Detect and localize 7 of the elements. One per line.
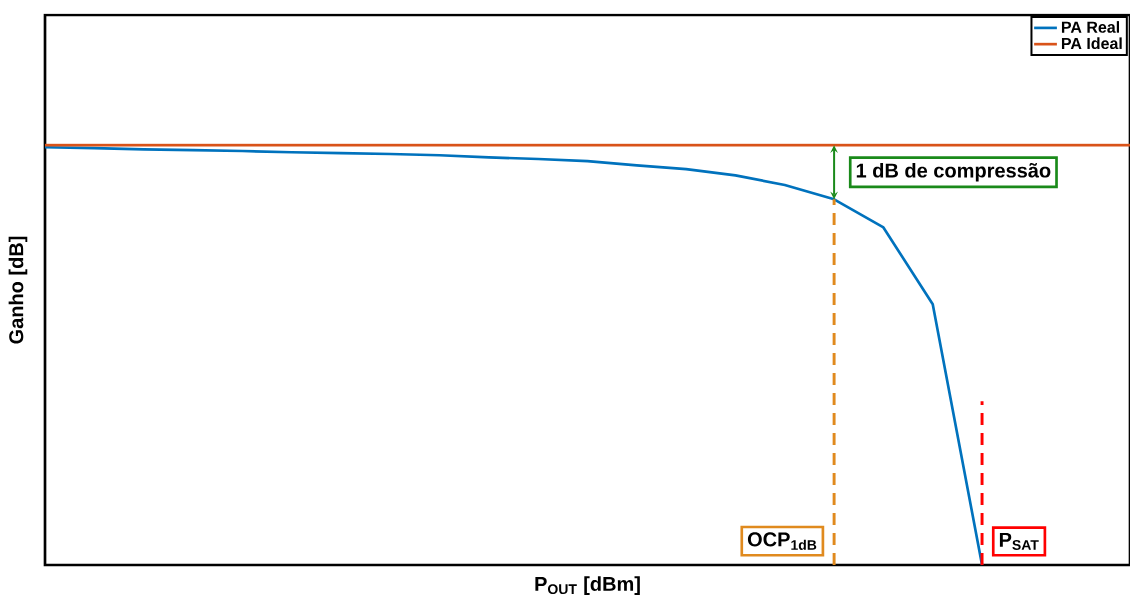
annotation: P$_{SAT}$ — [999, 532, 1039, 550]
y-axis-title: Ganho [dB] — [8, 236, 28, 344]
x-axis-title: P$_{OUT}$ [dBm] — [535, 576, 640, 595]
annotation: 1 dB de compressão — [856, 162, 1051, 182]
legend-label: PA Real — [1061, 21, 1120, 33]
annotation: OCP$_{1dB}$ — [747, 532, 817, 550]
legend-label: PA Ideal — [1061, 37, 1122, 50]
